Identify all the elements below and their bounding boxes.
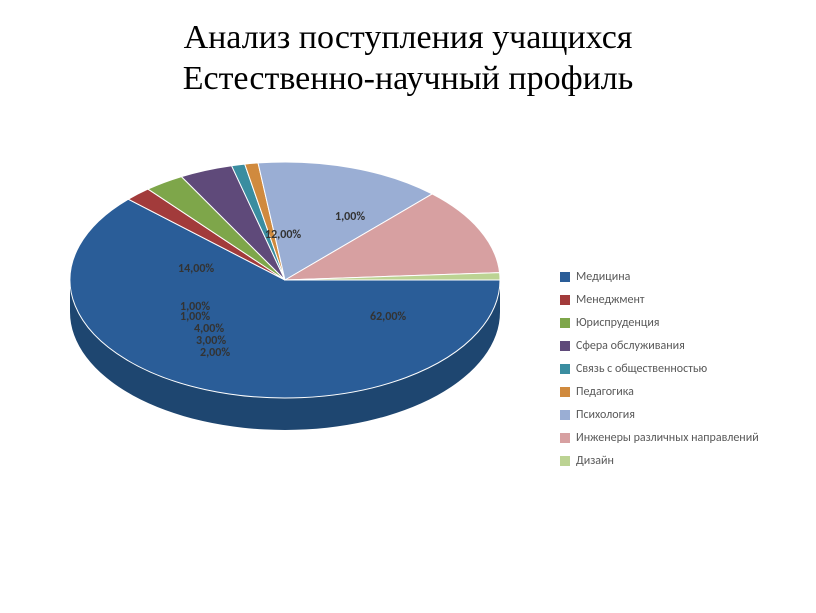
- legend-item: Юриспруденция: [560, 316, 759, 330]
- legend-swatch: [560, 295, 570, 305]
- legend-label: Дизайн: [576, 454, 614, 468]
- legend-item: Инженеры различных направлений: [560, 431, 759, 445]
- legend-item: Дизайн: [560, 454, 759, 468]
- legend-label: Менеджмент: [576, 293, 645, 307]
- pie-slice-label: 1,00%: [335, 210, 365, 224]
- legend-item: Медицина: [560, 270, 759, 284]
- legend-swatch: [560, 456, 570, 466]
- legend-label: Связь с общественностью: [576, 362, 707, 376]
- legend-swatch: [560, 272, 570, 282]
- pie-chart: 62,00% 2,00%3,00%4,00% 1,00% 1,00% 14,00% 12,…: [60, 150, 510, 450]
- legend-swatch: [560, 318, 570, 328]
- chart-title: Анализ поступления учащихся Естественно-…: [0, 0, 816, 100]
- legend-item: Менеджмент: [560, 293, 759, 307]
- pie-slice-label: 4,00%: [194, 322, 224, 336]
- legend-swatch: [560, 364, 570, 374]
- legend-label: Психология: [576, 408, 635, 422]
- legend-label: Юриспруденция: [576, 316, 660, 330]
- title-line-1: Анализ поступления учащихся: [0, 18, 816, 59]
- legend-label: Сфера обслуживания: [576, 339, 685, 353]
- pie-top-layer: [60, 150, 510, 450]
- pie-slice-label: 62,00%: [370, 310, 406, 324]
- legend-item: Связь с общественностью: [560, 362, 759, 376]
- legend-item: Сфера обслуживания: [560, 339, 759, 353]
- pie-slice-label: 2,00%: [200, 346, 230, 360]
- legend-item: Педагогика: [560, 385, 759, 399]
- pie-slice-label: 12,00%: [265, 228, 301, 242]
- pie-slice-label: 1,00%: [180, 300, 210, 314]
- legend-label: Инженеры различных направлений: [576, 431, 759, 445]
- legend-swatch: [560, 387, 570, 397]
- legend-swatch: [560, 433, 570, 443]
- legend-label: Педагогика: [576, 385, 634, 399]
- title-line-2: Естественно-научный профиль: [0, 59, 816, 100]
- legend: Медицина Менеджмент Юриспруденция Сфера обс…: [560, 270, 759, 477]
- pie-slice-label: 14,00%: [178, 262, 214, 276]
- pie-slice-label: 3,00%: [196, 334, 226, 348]
- legend-label: Медицина: [576, 270, 630, 284]
- legend-swatch: [560, 341, 570, 351]
- legend-item: Психология: [560, 408, 759, 422]
- legend-swatch: [560, 410, 570, 420]
